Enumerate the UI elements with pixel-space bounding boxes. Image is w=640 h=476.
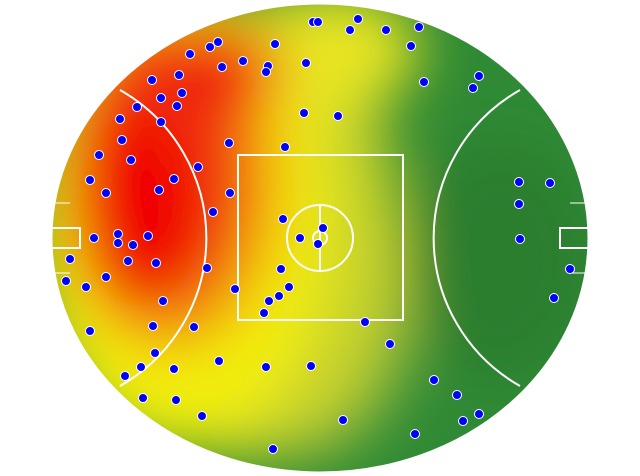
boundary (51, 3, 589, 473)
point (278, 214, 288, 224)
point (295, 233, 305, 243)
point (120, 371, 130, 381)
point (156, 117, 166, 127)
point (276, 264, 286, 274)
point (549, 293, 559, 303)
point (193, 162, 203, 172)
point (174, 70, 184, 80)
point (268, 444, 278, 454)
point (214, 356, 224, 366)
point (238, 56, 248, 66)
centre-square (237, 154, 404, 321)
point (61, 276, 71, 286)
point (147, 75, 157, 85)
point (85, 326, 95, 336)
point (545, 178, 555, 188)
point (385, 339, 395, 349)
point (113, 238, 123, 248)
point (565, 264, 575, 274)
point (414, 22, 424, 32)
point (94, 150, 104, 160)
point (261, 362, 271, 372)
point (419, 77, 429, 87)
point (151, 258, 161, 268)
point (259, 308, 269, 318)
point (410, 429, 420, 439)
point (452, 390, 462, 400)
point (123, 256, 133, 266)
point (468, 83, 478, 93)
point (306, 361, 316, 371)
point (333, 111, 343, 121)
left-goal-square (52, 227, 81, 249)
point (138, 393, 148, 403)
point (189, 322, 199, 332)
point (117, 135, 127, 145)
point (197, 411, 207, 421)
point (202, 263, 212, 273)
point (230, 284, 240, 294)
point (217, 62, 227, 72)
point (301, 58, 311, 68)
point (224, 138, 234, 148)
point (429, 375, 439, 385)
point (169, 364, 179, 374)
point (514, 199, 524, 209)
point (185, 49, 195, 59)
point (148, 321, 158, 331)
point (143, 231, 153, 241)
goal-posts (52, 202, 588, 274)
point (313, 239, 323, 249)
point (406, 41, 416, 51)
point (299, 108, 309, 118)
point (381, 25, 391, 35)
right-arc (432, 89, 521, 387)
point (474, 71, 484, 81)
point (115, 114, 125, 124)
point (270, 39, 280, 49)
point (274, 291, 284, 301)
point (353, 14, 363, 24)
right-goal-square (559, 227, 588, 249)
point (264, 296, 274, 306)
point (101, 272, 111, 282)
point (280, 142, 290, 152)
point (136, 362, 146, 372)
point (154, 185, 164, 195)
point (515, 234, 525, 244)
point (89, 233, 99, 243)
point (150, 348, 160, 358)
point (156, 93, 166, 103)
point (284, 282, 294, 292)
point (225, 188, 235, 198)
point (345, 25, 355, 35)
point (126, 155, 136, 165)
point (85, 175, 95, 185)
point (101, 188, 111, 198)
point (113, 229, 123, 239)
point (128, 240, 138, 250)
point (213, 37, 223, 47)
points (61, 14, 575, 454)
point (169, 174, 179, 184)
point (177, 88, 187, 98)
point (474, 409, 484, 419)
point (458, 416, 468, 426)
point (360, 317, 370, 327)
point (158, 296, 168, 306)
point (65, 254, 75, 264)
point (318, 223, 328, 233)
point (261, 67, 271, 77)
point (338, 415, 348, 425)
point (132, 102, 142, 112)
point (313, 17, 323, 27)
point (172, 101, 182, 111)
point (171, 395, 181, 405)
point (208, 207, 218, 217)
point (514, 177, 524, 187)
point (205, 42, 215, 52)
point (81, 282, 91, 292)
